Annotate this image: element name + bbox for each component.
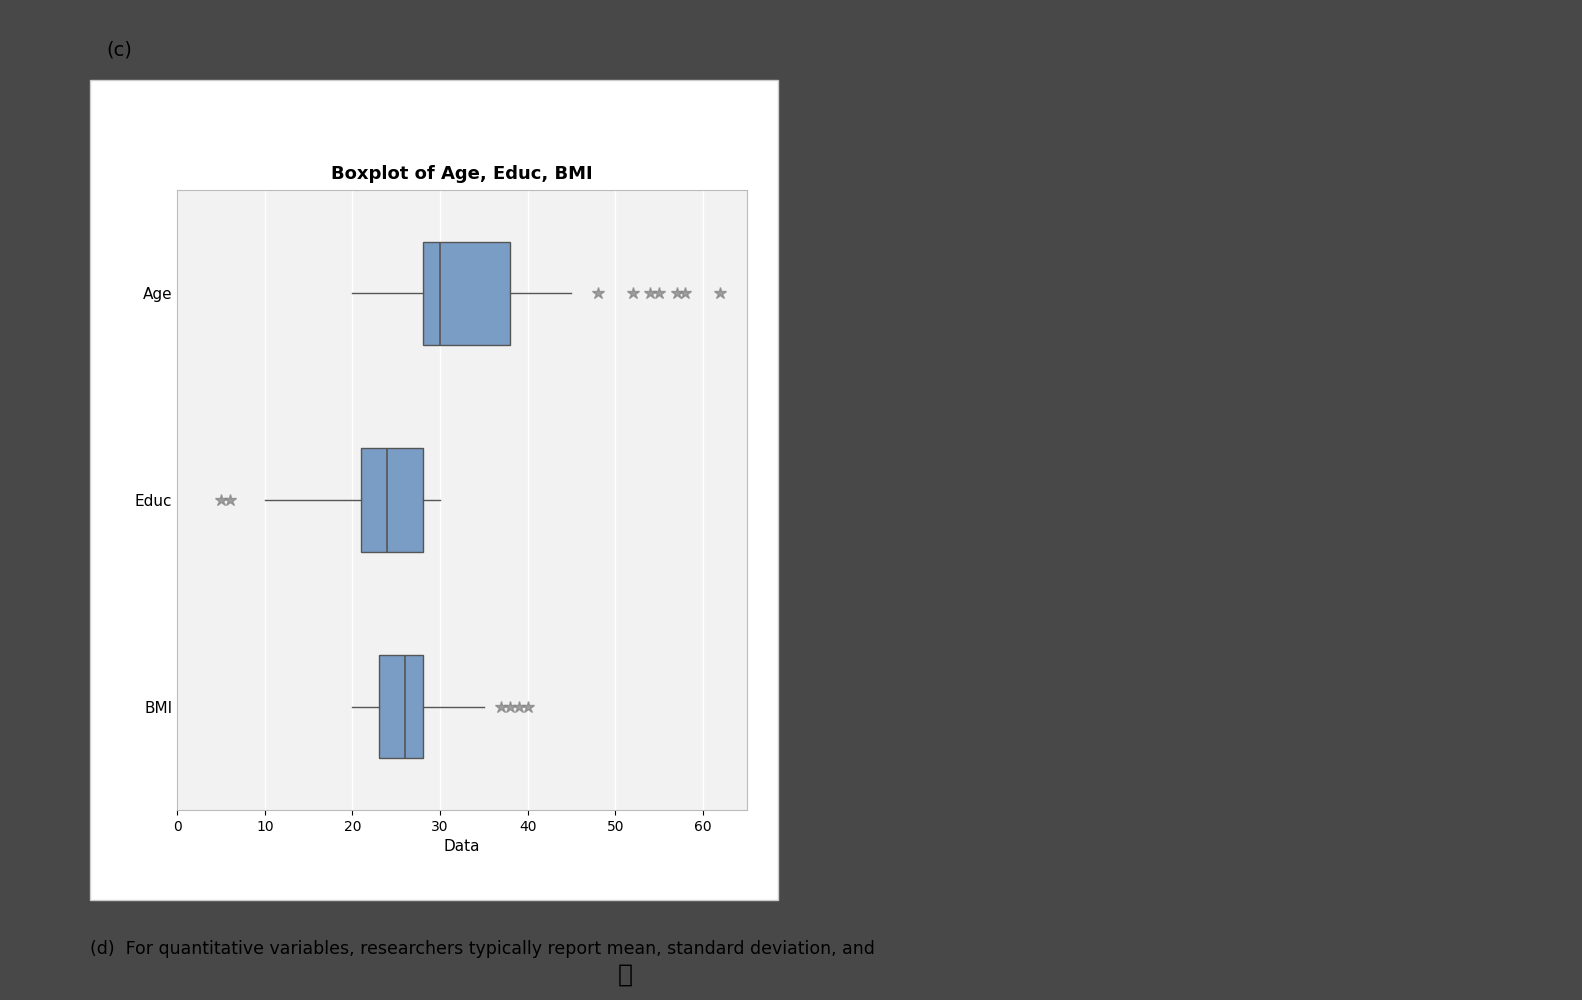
PathPatch shape bbox=[422, 242, 509, 345]
Text: (c): (c) bbox=[106, 40, 131, 59]
X-axis label: Data: Data bbox=[443, 839, 481, 854]
PathPatch shape bbox=[361, 448, 422, 552]
Title: Boxplot of Age, Educ, BMI: Boxplot of Age, Educ, BMI bbox=[331, 165, 593, 183]
Text: (d)  For quantitative variables, researchers typically report mean, standard dev: (d) For quantitative variables, research… bbox=[90, 940, 875, 958]
Text: 📋: 📋 bbox=[617, 963, 633, 987]
PathPatch shape bbox=[378, 655, 422, 758]
